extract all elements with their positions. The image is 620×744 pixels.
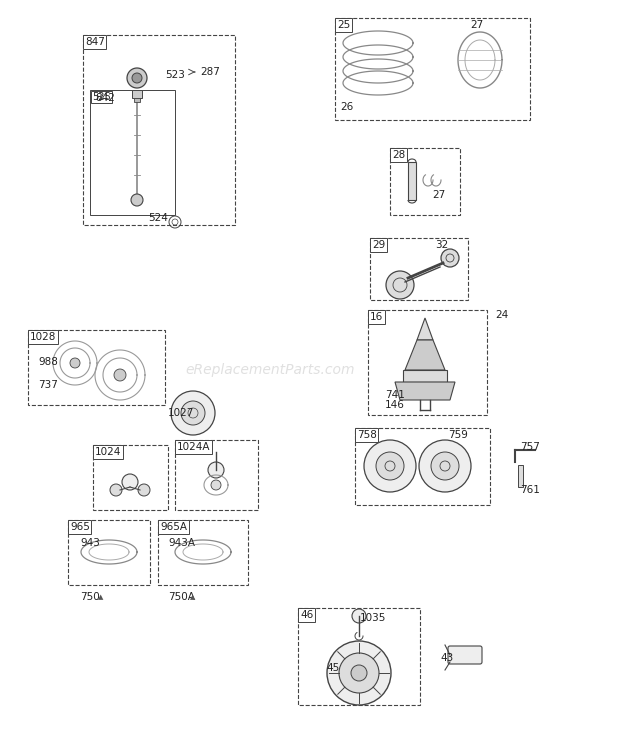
- Circle shape: [386, 271, 414, 299]
- Circle shape: [441, 249, 459, 267]
- Bar: [403, 370, 447, 382]
- Circle shape: [127, 68, 147, 88]
- Text: 26: 26: [340, 102, 353, 112]
- Bar: [158, 520, 248, 585]
- Text: 943A: 943A: [168, 538, 195, 548]
- Circle shape: [419, 440, 471, 492]
- Bar: [518, 465, 523, 487]
- Circle shape: [327, 641, 391, 705]
- Text: 16: 16: [370, 312, 383, 322]
- Bar: [83, 35, 235, 225]
- Circle shape: [376, 452, 404, 480]
- FancyBboxPatch shape: [448, 646, 482, 664]
- Text: 842: 842: [95, 93, 115, 103]
- Text: 25: 25: [337, 20, 350, 30]
- Text: 750A: 750A: [168, 592, 195, 602]
- Circle shape: [211, 480, 221, 490]
- Text: 943: 943: [80, 538, 100, 548]
- Circle shape: [132, 73, 142, 83]
- Text: 46: 46: [300, 610, 313, 620]
- Text: 27: 27: [432, 190, 445, 200]
- Circle shape: [208, 462, 224, 478]
- Circle shape: [138, 484, 150, 496]
- Text: 1024: 1024: [95, 447, 122, 457]
- Text: 524: 524: [148, 213, 168, 223]
- Bar: [175, 440, 258, 510]
- Circle shape: [431, 452, 459, 480]
- Text: ▲: ▲: [98, 594, 104, 600]
- Text: 1035: 1035: [360, 613, 386, 623]
- Bar: [298, 608, 420, 705]
- Bar: [93, 445, 168, 510]
- Polygon shape: [405, 340, 445, 370]
- Text: 750: 750: [80, 592, 100, 602]
- Circle shape: [351, 665, 367, 681]
- Bar: [370, 238, 468, 300]
- Circle shape: [70, 358, 80, 368]
- Text: eReplacementParts.com: eReplacementParts.com: [185, 363, 355, 377]
- Text: 1027: 1027: [168, 408, 195, 418]
- Text: 24: 24: [495, 310, 508, 320]
- Text: 27: 27: [470, 20, 483, 30]
- Text: 965A: 965A: [160, 522, 187, 532]
- Bar: [90, 90, 175, 215]
- Bar: [132, 90, 142, 98]
- Text: 32: 32: [435, 240, 448, 250]
- Bar: [368, 310, 487, 415]
- Bar: [408, 162, 416, 200]
- Bar: [28, 330, 165, 405]
- Text: 525: 525: [92, 92, 111, 102]
- Text: 757: 757: [520, 442, 540, 452]
- Text: 523: 523: [165, 70, 185, 80]
- Text: 737: 737: [38, 380, 58, 390]
- Text: 741: 741: [385, 390, 405, 400]
- Bar: [68, 520, 150, 585]
- Circle shape: [131, 194, 143, 206]
- Text: 1028: 1028: [30, 332, 56, 342]
- Text: 29: 29: [372, 240, 385, 250]
- Circle shape: [364, 440, 416, 492]
- Circle shape: [339, 653, 379, 693]
- Bar: [134, 98, 140, 102]
- Text: 758: 758: [357, 430, 377, 440]
- Text: ▲: ▲: [190, 594, 195, 600]
- Text: 146: 146: [385, 400, 405, 410]
- Bar: [355, 428, 490, 505]
- Text: 761: 761: [520, 485, 540, 495]
- Text: 287: 287: [200, 67, 220, 77]
- Text: 847: 847: [85, 37, 105, 47]
- Text: 988: 988: [38, 357, 58, 367]
- Circle shape: [122, 474, 138, 490]
- Circle shape: [171, 391, 215, 435]
- Text: 28: 28: [392, 150, 405, 160]
- Polygon shape: [395, 382, 455, 400]
- Polygon shape: [417, 318, 433, 340]
- Circle shape: [352, 609, 366, 623]
- Circle shape: [181, 401, 205, 425]
- Text: 1024A: 1024A: [177, 442, 211, 452]
- Bar: [335, 18, 530, 120]
- Text: 43: 43: [440, 653, 453, 663]
- Circle shape: [114, 369, 126, 381]
- Text: 45: 45: [326, 663, 339, 673]
- Text: 965: 965: [70, 522, 90, 532]
- Text: 759: 759: [448, 430, 468, 440]
- Bar: [390, 148, 460, 215]
- Circle shape: [110, 484, 122, 496]
